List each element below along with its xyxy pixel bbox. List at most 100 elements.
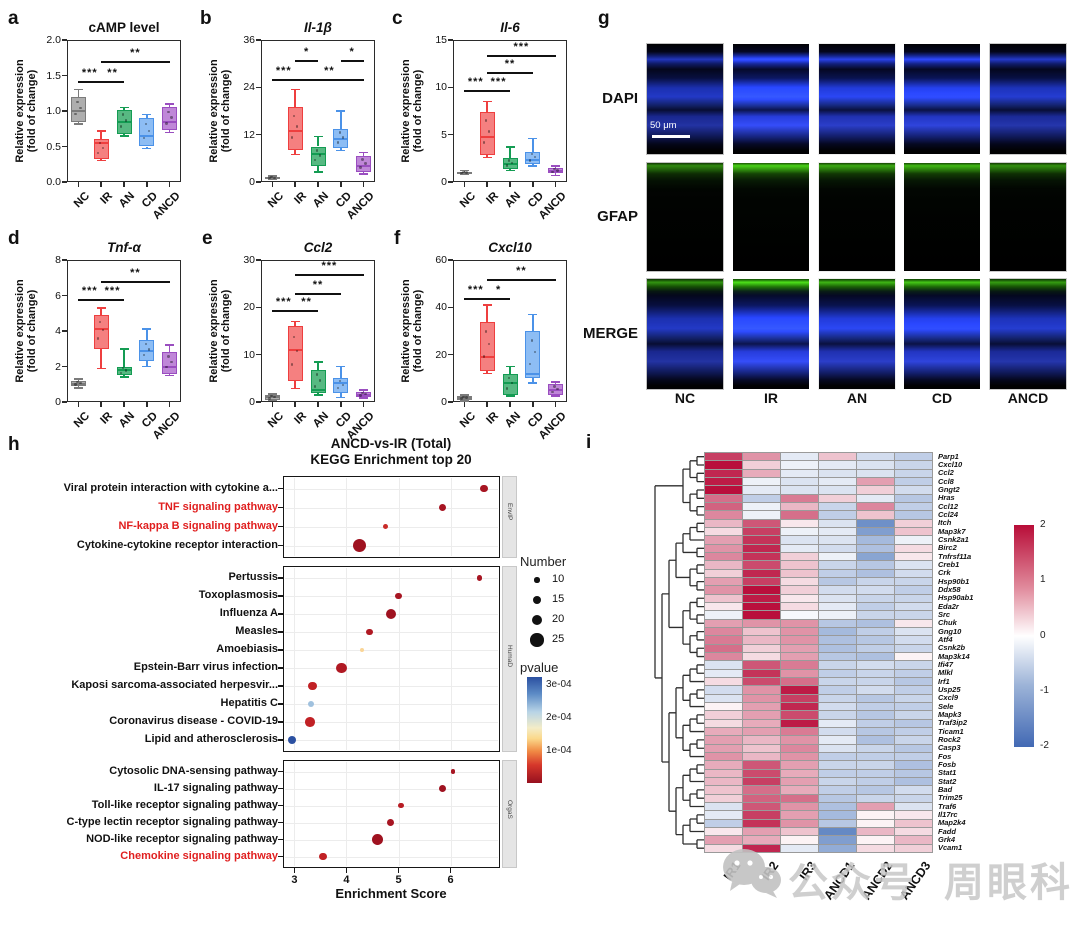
whisker-cap xyxy=(73,378,83,380)
data-point xyxy=(533,351,536,354)
heatmap-cell xyxy=(781,486,818,494)
heatmap-cell xyxy=(705,577,742,586)
x-tick-mark xyxy=(463,402,466,407)
gridline-v xyxy=(450,478,452,556)
heatmap-gene-label: Ccl12 xyxy=(938,501,959,511)
heatmap-cell xyxy=(819,652,856,661)
heatmap-colorbar-tick: 0 xyxy=(1040,630,1046,641)
heatmap-cell xyxy=(743,486,780,494)
data-point xyxy=(313,385,317,388)
x-tick-mark xyxy=(271,402,274,407)
gridline-h xyxy=(285,488,498,490)
whisker xyxy=(486,101,488,112)
median-line xyxy=(479,356,495,359)
kegg-pathway-label: Amoebiasis xyxy=(216,643,278,655)
heatmap-cell xyxy=(819,561,856,569)
x-tick-mark xyxy=(554,402,557,407)
whisker xyxy=(168,345,171,353)
heatmap-cell xyxy=(781,636,818,644)
data-point xyxy=(462,170,465,174)
y-tick-label: 40 xyxy=(435,301,447,314)
heatmap-cell xyxy=(895,819,932,827)
heatmap-cell xyxy=(895,702,932,711)
heatmap-gene-label: Creb1 xyxy=(938,559,960,569)
data-point xyxy=(144,342,147,346)
heatmap-cell xyxy=(705,694,742,702)
median-line xyxy=(116,369,132,372)
kegg-pathway-label: Kaposi sarcoma-associated herpesvir... xyxy=(71,679,278,691)
data-point xyxy=(318,154,322,157)
y-tick-mark xyxy=(448,39,453,41)
heatmap-cell xyxy=(857,844,894,852)
heatmap-cell xyxy=(781,619,818,627)
whisker-cap xyxy=(336,149,346,152)
heatmap-cell xyxy=(857,661,894,669)
heatmap-cell xyxy=(895,611,932,619)
heatmap-gene-label: Ifi47 xyxy=(938,659,954,669)
heatmap-cell xyxy=(895,736,932,744)
significance-bar xyxy=(78,81,102,84)
kegg-row-tick xyxy=(278,685,283,687)
y-tick-mark xyxy=(62,74,67,77)
heatmap-gene-label: Eda2r xyxy=(938,601,959,611)
heatmap-cell xyxy=(819,469,856,477)
heatmap-cell xyxy=(743,727,780,736)
heatmap-gene-label: Crk xyxy=(938,568,951,578)
heatmap-cell xyxy=(781,769,818,777)
whisker xyxy=(77,121,80,124)
heatmap-gene-label: Hras xyxy=(938,493,955,503)
heatmap-cell xyxy=(705,844,742,852)
y-tick-mark xyxy=(256,133,261,136)
kegg-pathway-label: NOD-like receptor signaling pathway xyxy=(86,832,278,845)
heatmap-cell xyxy=(781,777,818,786)
heatmap-cell xyxy=(857,644,894,652)
whisker-cap xyxy=(336,365,346,368)
heatmap-cell xyxy=(781,711,818,719)
heatmap-cell xyxy=(781,844,818,852)
whisker-cap xyxy=(528,137,538,140)
heatmap-cell xyxy=(705,477,742,486)
kegg-title-line1: ANCD-vs-IR (Total) xyxy=(330,436,452,451)
box xyxy=(525,331,541,379)
heatmap-cell xyxy=(819,544,856,552)
significance-bar xyxy=(101,61,170,64)
median-line xyxy=(287,348,303,351)
heatmap-gene-label: Bad xyxy=(938,784,953,794)
heatmap-cell xyxy=(819,586,856,594)
data-point xyxy=(119,125,123,128)
kegg-pathway-label: Influenza A xyxy=(219,607,278,619)
data-point xyxy=(361,158,364,161)
significance-stars: ** xyxy=(324,65,335,78)
box xyxy=(93,315,109,349)
x-tick-mark xyxy=(362,402,365,407)
heatmap-cell xyxy=(819,777,856,786)
whisker-cap xyxy=(528,165,538,167)
x-tick-mark xyxy=(100,182,102,187)
x-tick-label: 3 xyxy=(291,874,298,886)
x-tick-mark xyxy=(271,182,274,187)
microscopy-image-merge-an xyxy=(818,278,896,390)
data-point xyxy=(465,396,468,399)
heatmap-cell xyxy=(781,811,818,819)
data-point xyxy=(119,371,123,374)
heatmap-cell xyxy=(819,702,856,711)
y-tick-mark xyxy=(256,401,261,403)
median-line xyxy=(139,134,155,137)
kegg-row-tick xyxy=(278,721,283,723)
data-point xyxy=(528,362,531,366)
heatmap-cell xyxy=(781,836,818,844)
heatmap-cell xyxy=(781,477,818,486)
legend-size-dot xyxy=(533,596,541,604)
heatmap-cell xyxy=(705,527,742,536)
significance-stars: * xyxy=(349,45,355,58)
y-tick-mark xyxy=(256,353,261,356)
heatmap-cell xyxy=(781,627,818,636)
heatmap-cell xyxy=(781,586,818,594)
data-point xyxy=(142,136,145,140)
kegg-dot xyxy=(305,717,315,727)
box xyxy=(310,369,326,394)
heatmap-cell xyxy=(743,811,780,819)
heatmap-cell xyxy=(705,836,742,844)
whisker-cap xyxy=(267,178,277,181)
heatmap-cell xyxy=(857,744,894,752)
